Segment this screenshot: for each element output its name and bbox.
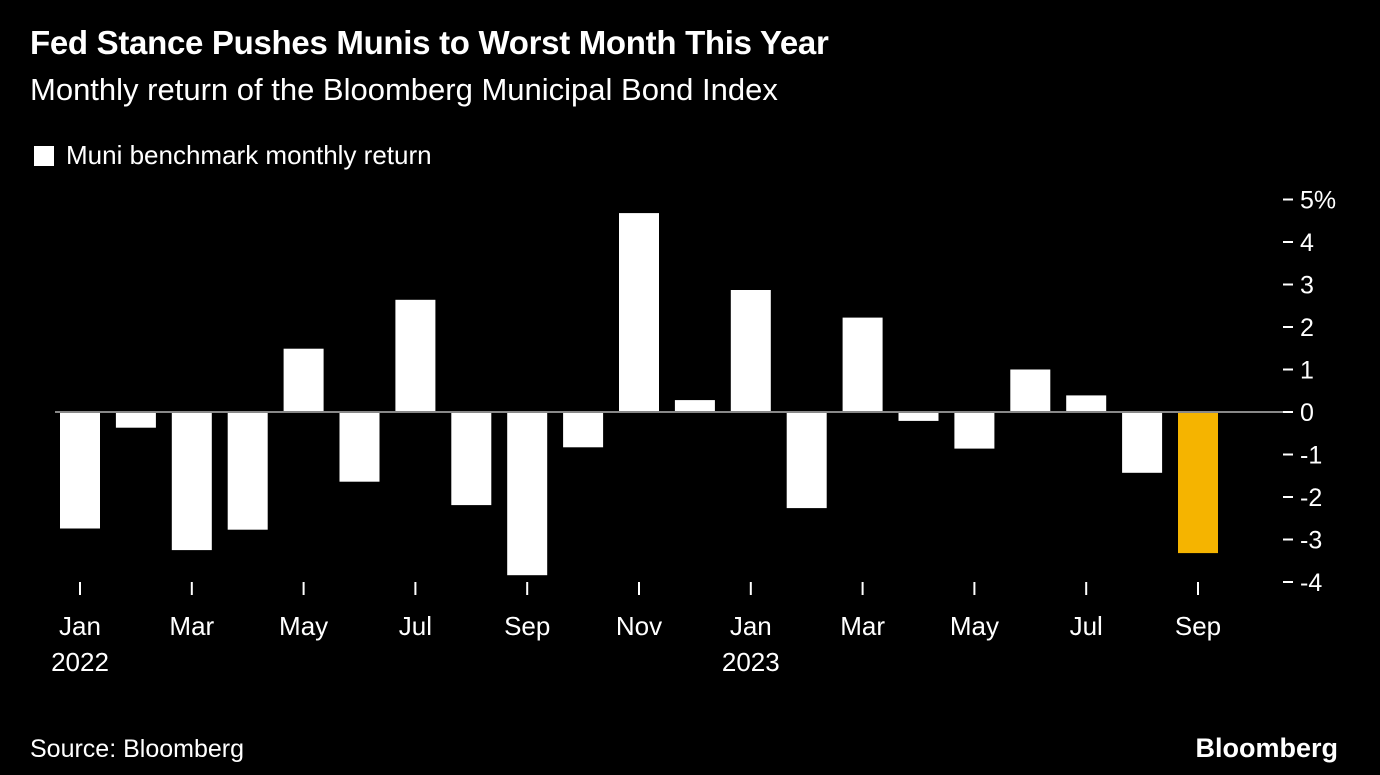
x-tick-label: Mar: [840, 611, 885, 641]
x-tick-label: Sep: [504, 611, 550, 641]
bar-2022-07: [395, 299, 436, 412]
x-year-label: 2022: [51, 647, 109, 677]
bar-2023-06: [1010, 369, 1051, 412]
y-tick-label: 4: [1300, 229, 1314, 257]
y-tick-label: -1: [1300, 442, 1322, 470]
legend: Muni benchmark monthly return: [34, 140, 432, 171]
bloomberg-logo: Bloomberg: [1195, 733, 1338, 763]
bar-2022-12: [674, 400, 715, 412]
bar-2023-04: [898, 412, 939, 421]
bar-2022-10: [563, 412, 604, 448]
x-tick-label: Jan: [59, 611, 101, 641]
y-tick-label: -2: [1300, 484, 1322, 512]
bar-2022-04: [227, 412, 268, 530]
y-tick-label: -3: [1300, 527, 1322, 555]
x-tick-label: Jul: [399, 611, 432, 641]
x-year-label: 2023: [722, 647, 780, 677]
bar-2022-06: [339, 412, 380, 482]
bar-2023-03: [842, 317, 883, 412]
x-tick-label: Mar: [169, 611, 214, 641]
chart-subtitle: Monthly return of the Bloomberg Municipa…: [30, 72, 778, 107]
bar-2022-05: [283, 348, 324, 412]
y-tick-label: 1: [1300, 357, 1314, 385]
y-axis: 5% 4 3 2 1 0 -1 -2 -3 -4: [1283, 187, 1336, 597]
bar-2023-01: [730, 290, 771, 412]
x-tick-label: Nov: [616, 611, 662, 641]
bar-2022-03: [171, 412, 212, 551]
legend-swatch: [34, 145, 54, 166]
x-axis: Jan 2022 Mar May Jul Sep Nov Jan 2023 Mar May Jul Se…: [51, 582, 1221, 677]
bar-2023-07: [1066, 395, 1107, 412]
legend-label: Muni benchmark monthly return: [66, 140, 432, 170]
y-tick-label: 3: [1300, 272, 1314, 300]
chart-title: Fed Stance Pushes Munis to Worst Month T…: [30, 24, 829, 61]
bar-2023-05: [954, 412, 995, 449]
source-note: Source: Bloomberg: [30, 735, 245, 763]
x-tick-label: May: [279, 611, 328, 641]
bar-2022-11: [619, 213, 659, 412]
y-tick-label: -4: [1300, 569, 1322, 597]
bar-2022-02: [115, 412, 156, 428]
bar-2022-01: [60, 412, 100, 529]
bar-2022-08: [451, 412, 492, 506]
bar-2022-09: [507, 412, 548, 576]
bar-2023-08: [1122, 412, 1163, 473]
bar-2023-09: [1178, 412, 1218, 554]
x-tick-label: May: [950, 611, 999, 641]
y-tick-label: 0: [1300, 399, 1314, 427]
y-tick-label: 5%: [1300, 187, 1336, 215]
bar-2023-02: [786, 412, 827, 509]
x-tick-label: Jul: [1070, 611, 1103, 641]
bars-layer: [60, 213, 1218, 576]
y-tick-label: 2: [1300, 314, 1314, 342]
x-tick-label: Jan: [730, 611, 772, 641]
x-tick-label: Sep: [1175, 611, 1221, 641]
